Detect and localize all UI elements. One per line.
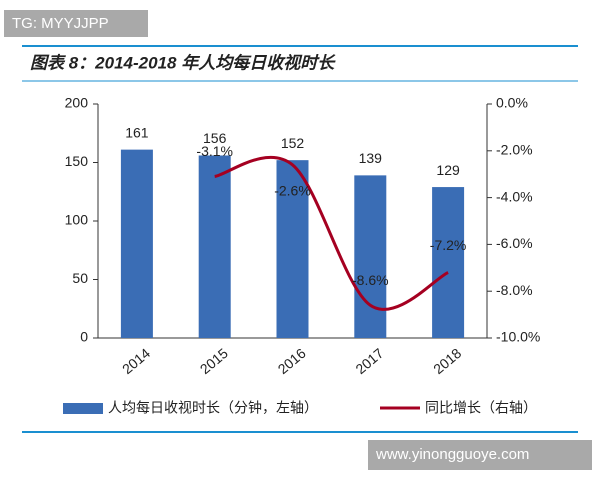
y2-tick-label: -10.0% <box>496 329 540 345</box>
watermark: TG: MYYJJPP <box>12 15 109 32</box>
legend-swatch <box>63 403 103 414</box>
bar <box>432 187 465 338</box>
y-tick-label: 150 <box>65 153 89 169</box>
y2-tick-label: -8.0% <box>496 282 533 298</box>
y-tick-label: 50 <box>72 270 88 286</box>
bar <box>120 149 153 338</box>
chart-title: 图表 8：2014-2018 年人均每日收视时长 <box>30 53 336 72</box>
line-value-label: -2.6% <box>274 183 311 199</box>
line-value-label: -7.2% <box>430 237 467 253</box>
line <box>214 156 449 311</box>
bar-value-label: 139 <box>359 150 383 166</box>
bar-value-label: 129 <box>436 162 460 178</box>
watermark: www.yinongguoye.com <box>375 446 529 463</box>
y-tick-label: 200 <box>65 95 89 111</box>
bar-value-label: 156 <box>203 130 227 146</box>
legend-label: 人均每日收视时长（分钟，左轴） <box>108 400 318 416</box>
y-tick-label: 0 <box>80 329 88 345</box>
y2-tick-label: -4.0% <box>496 188 533 204</box>
y2-tick-label: -6.0% <box>496 235 533 251</box>
bar <box>276 160 309 338</box>
y2-tick-label: 0.0% <box>496 95 528 111</box>
watermark-box <box>4 10 148 37</box>
bar <box>354 175 387 338</box>
bar <box>198 155 231 338</box>
legend-label: 同比增长（右轴） <box>425 400 537 416</box>
bar-value-label: 161 <box>125 124 149 140</box>
line-value-label: -3.1% <box>196 143 233 159</box>
line-value-label: -8.6% <box>352 272 389 288</box>
y-tick-label: 100 <box>65 212 89 228</box>
y2-tick-label: -2.0% <box>496 142 533 158</box>
watermark-box <box>368 440 592 470</box>
bar-value-label: 152 <box>281 135 305 151</box>
